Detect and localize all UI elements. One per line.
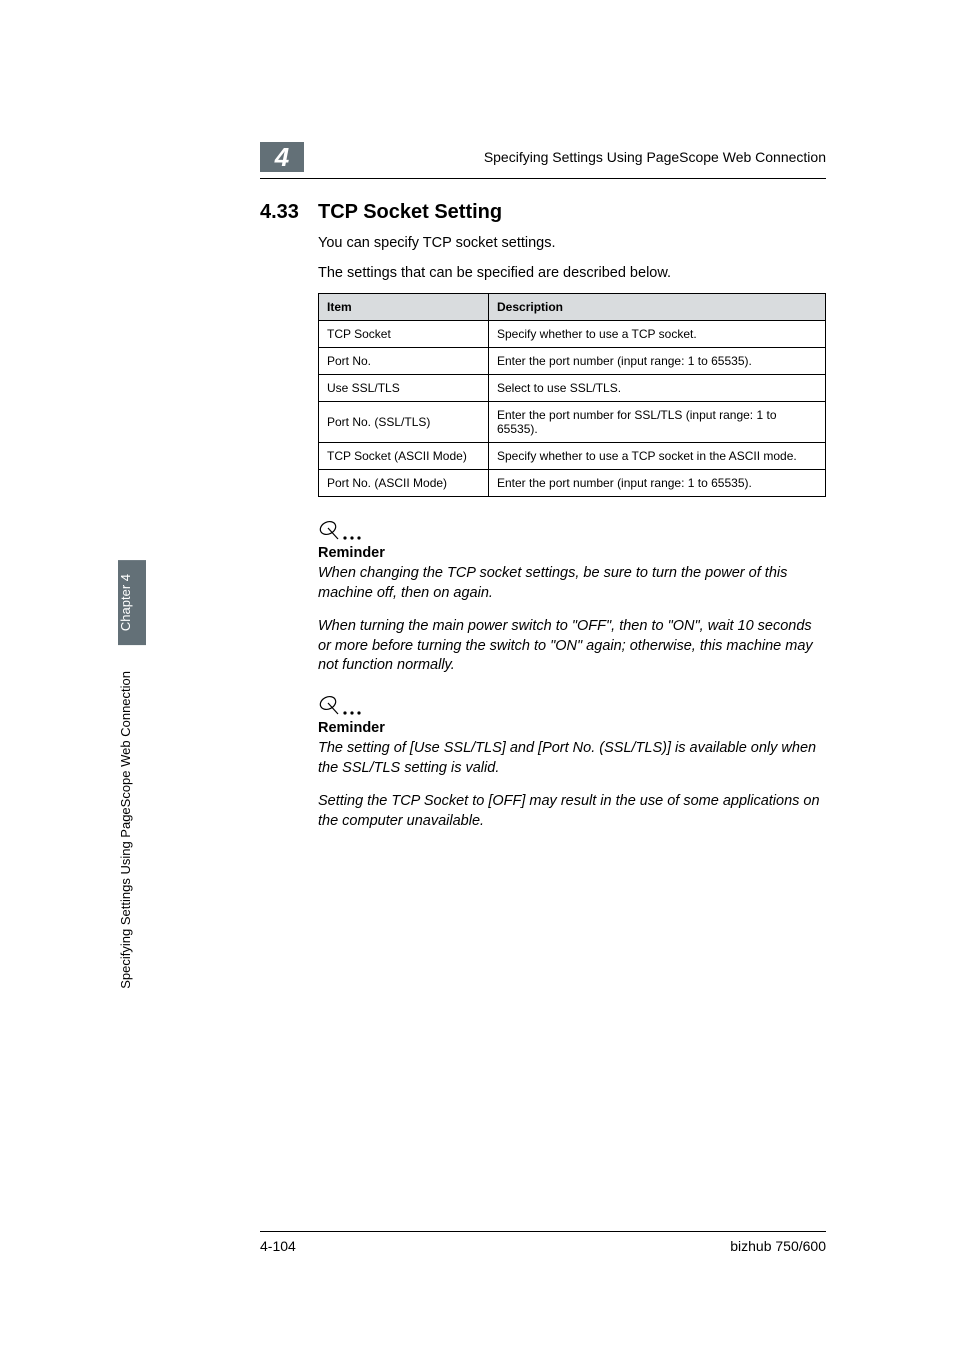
section-heading: 4.33 TCP Socket Setting bbox=[260, 201, 826, 224]
note-paragraph: The setting of [Use SSL/TLS] and [Port N… bbox=[318, 739, 826, 778]
table-header-cell: Description bbox=[489, 294, 826, 321]
table-row: Port No. (ASCII Mode) Enter the port num… bbox=[319, 470, 826, 497]
footer-product: bizhub 750/600 bbox=[730, 1238, 826, 1254]
intro-paragraph: The settings that can be specified are d… bbox=[318, 264, 826, 284]
table-row: TCP Socket Specify whether to use a TCP … bbox=[319, 321, 826, 348]
intro-paragraph: You can specify TCP socket settings. bbox=[318, 234, 826, 254]
table-header-cell: Item bbox=[319, 294, 489, 321]
note-icon bbox=[318, 519, 826, 543]
table-cell: Port No. (SSL/TLS) bbox=[319, 402, 489, 443]
table-row: Port No. Enter the port number (input ra… bbox=[319, 348, 826, 375]
table-cell: Port No. bbox=[319, 348, 489, 375]
chapter-badge: 4 bbox=[260, 142, 304, 172]
table-row: Port No. (SSL/TLS) Enter the port number… bbox=[319, 402, 826, 443]
note-icon bbox=[318, 694, 826, 718]
table-cell: Select to use SSL/TLS. bbox=[489, 375, 826, 402]
table-cell: TCP Socket (ASCII Mode) bbox=[319, 443, 489, 470]
table-cell: Specify whether to use a TCP socket in t… bbox=[489, 443, 826, 470]
side-tab-title: Specifying Settings Using PageScope Web … bbox=[118, 645, 146, 999]
section-title: TCP Socket Setting bbox=[318, 201, 502, 224]
side-tab-chapter: Chapter 4 bbox=[118, 560, 146, 645]
section-number: 4.33 bbox=[260, 201, 318, 224]
note-heading: Reminder bbox=[318, 720, 826, 736]
page-header: 4 Specifying Settings Using PageScope We… bbox=[260, 142, 826, 179]
note-paragraph: When turning the main power switch to "O… bbox=[318, 617, 826, 676]
table-cell: Enter the port number for SSL/TLS (input… bbox=[489, 402, 826, 443]
table-cell: Use SSL/TLS bbox=[319, 375, 489, 402]
table-cell: Specify whether to use a TCP socket. bbox=[489, 321, 826, 348]
section-body: You can specify TCP socket settings. The… bbox=[318, 234, 826, 497]
note-paragraph: Setting the TCP Socket to [OFF] may resu… bbox=[318, 792, 826, 831]
table-cell: TCP Socket bbox=[319, 321, 489, 348]
running-head: Specifying Settings Using PageScope Web … bbox=[318, 149, 826, 165]
page-footer: 4-104 bizhub 750/600 bbox=[260, 1231, 826, 1254]
table-header-row: Item Description bbox=[319, 294, 826, 321]
note-paragraph: When changing the TCP socket settings, b… bbox=[318, 564, 826, 603]
note-heading: Reminder bbox=[318, 545, 826, 561]
table-cell: Enter the port number (input range: 1 to… bbox=[489, 470, 826, 497]
side-tab: Chapter 4 Specifying Settings Using Page… bbox=[118, 560, 146, 999]
footer-page-number: 4-104 bbox=[260, 1238, 296, 1254]
table-cell: Port No. (ASCII Mode) bbox=[319, 470, 489, 497]
reminder-note: Reminder When changing the TCP socket se… bbox=[260, 519, 826, 676]
reminder-note: Reminder The setting of [Use SSL/TLS] an… bbox=[260, 694, 826, 831]
table-row: TCP Socket (ASCII Mode) Specify whether … bbox=[319, 443, 826, 470]
settings-table: Item Description TCP Socket Specify whet… bbox=[318, 293, 826, 497]
table-cell: Enter the port number (input range: 1 to… bbox=[489, 348, 826, 375]
table-row: Use SSL/TLS Select to use SSL/TLS. bbox=[319, 375, 826, 402]
